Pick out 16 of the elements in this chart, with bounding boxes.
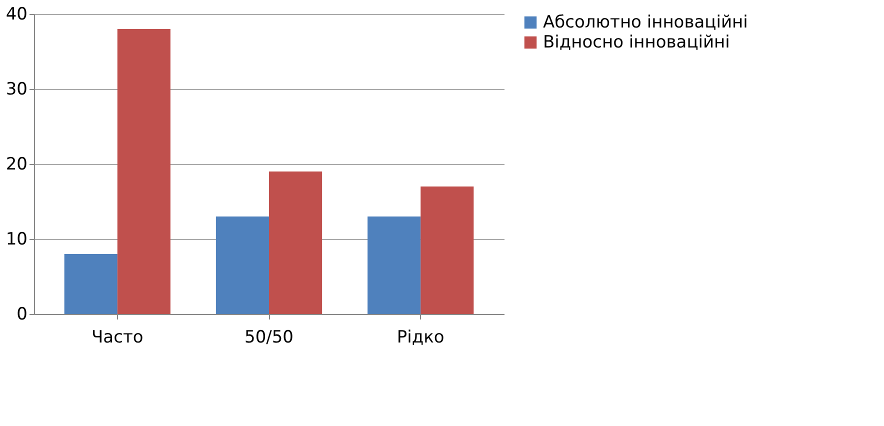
y-tick-label: 20	[6, 154, 28, 174]
legend-label: Абсолютно інноваційні	[543, 12, 748, 32]
x-tick-label: Часто	[92, 328, 144, 348]
bar	[117, 29, 170, 314]
bar	[216, 216, 269, 314]
legend-label: Відносно інноваційні	[543, 32, 730, 52]
y-tick-label: 30	[6, 80, 28, 100]
x-tick-label: 50/50	[244, 328, 294, 348]
x-tick-label: Рідко	[396, 328, 444, 348]
bar	[368, 216, 421, 314]
y-tick-label: 0	[16, 304, 28, 324]
bar	[64, 254, 118, 314]
y-tick-label: 10	[6, 230, 28, 250]
bar	[420, 186, 474, 314]
bar	[269, 172, 322, 314]
y-tick-label: 40	[6, 4, 28, 24]
